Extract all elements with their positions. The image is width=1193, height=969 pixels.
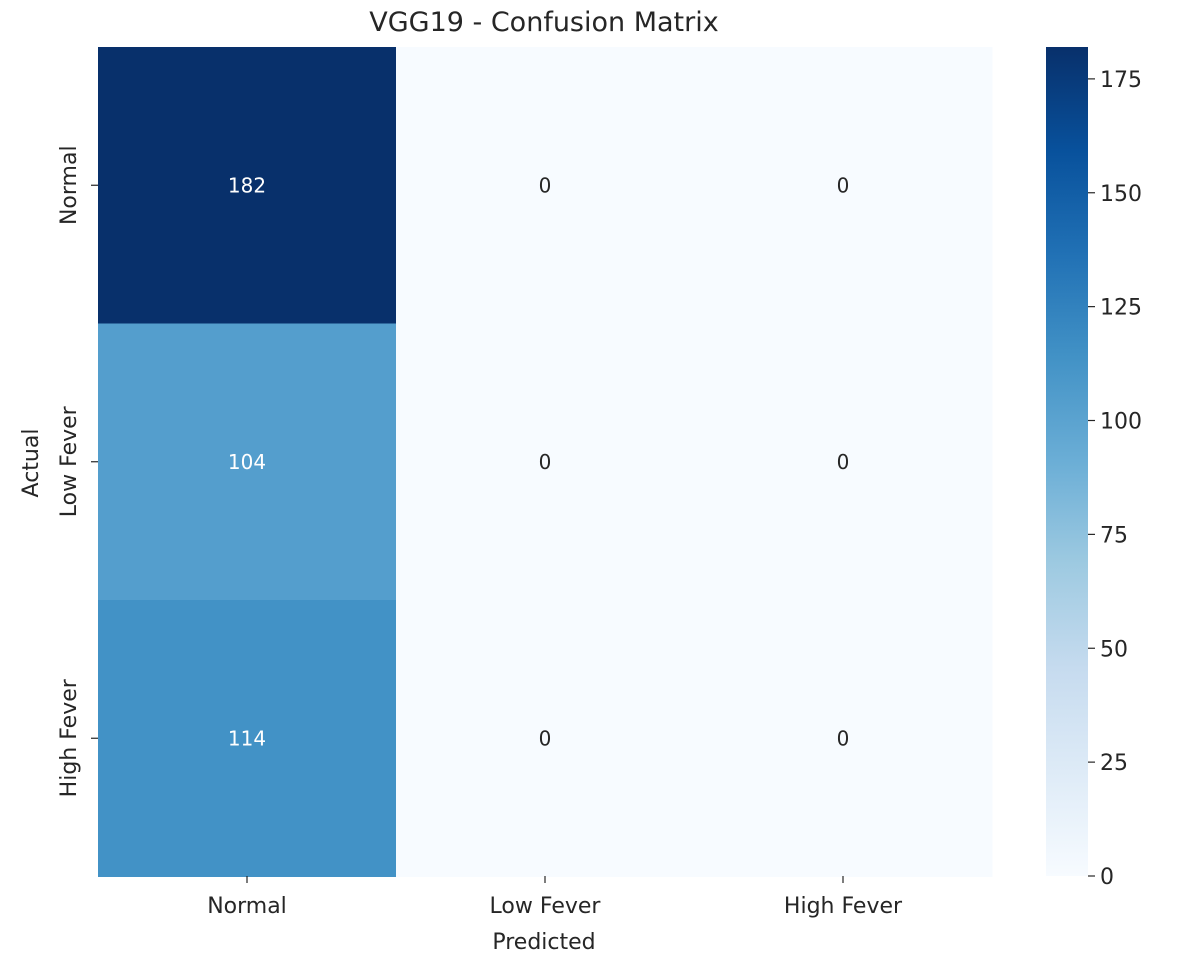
colorbar-tick-label: 175: [1100, 68, 1142, 93]
y-tick-label: Normal: [57, 145, 82, 225]
cell-value-labels: 182 0 0 104 0 0 114 0 0: [228, 173, 849, 750]
heatmap-cell: [694, 47, 993, 324]
colorbar-ticks: 0 25 50 75 100 125 150 175: [1088, 68, 1142, 890]
cell-value-label: 114: [228, 726, 266, 750]
cell-value-label: 104: [228, 450, 266, 474]
cell-value-label: 0: [837, 173, 850, 197]
x-tick-label: High Fever: [784, 894, 903, 919]
x-axis-ticks: Normal Low Fever High Fever: [207, 876, 903, 919]
colorbar: [1046, 47, 1088, 876]
y-axis-label: Actual: [19, 429, 44, 498]
colorbar-tick-label: 150: [1100, 182, 1142, 207]
colorbar-tick-label: 100: [1100, 410, 1142, 435]
x-axis-label: Predicted: [492, 930, 595, 955]
cell-value-label: 0: [539, 450, 552, 474]
heatmap-cell: [396, 323, 695, 601]
x-tick-label: Low Fever: [490, 894, 602, 919]
heatmap-cell: [98, 600, 397, 877]
y-tick-label: Low Fever: [57, 405, 82, 517]
heatmap-cell: [98, 47, 397, 324]
chart-title: VGG19 - Confusion Matrix: [369, 7, 718, 38]
colorbar-tick-label: 125: [1100, 296, 1142, 321]
cell-value-label: 0: [539, 173, 552, 197]
colorbar-tick-label: 50: [1100, 637, 1128, 662]
heatmap-cell: [98, 323, 397, 601]
colorbar-tick-label: 0: [1100, 865, 1114, 890]
heatmap-cell: [396, 600, 695, 877]
cell-value-label: 182: [228, 173, 266, 197]
cell-value-label: 0: [539, 726, 552, 750]
x-tick-label: Normal: [207, 894, 287, 919]
heatmap-cells: [98, 47, 993, 877]
cell-value-label: 0: [837, 450, 850, 474]
heatmap-cell: [694, 600, 993, 877]
colorbar-tick-label: 75: [1100, 523, 1128, 548]
heatmap-cell: [396, 47, 695, 324]
cell-value-label: 0: [837, 726, 850, 750]
y-tick-label: High Fever: [57, 678, 82, 797]
colorbar-tick-label: 25: [1100, 751, 1128, 776]
y-axis-ticks: Normal Low Fever High Fever: [57, 145, 98, 797]
heatmap-cell: [694, 323, 993, 601]
